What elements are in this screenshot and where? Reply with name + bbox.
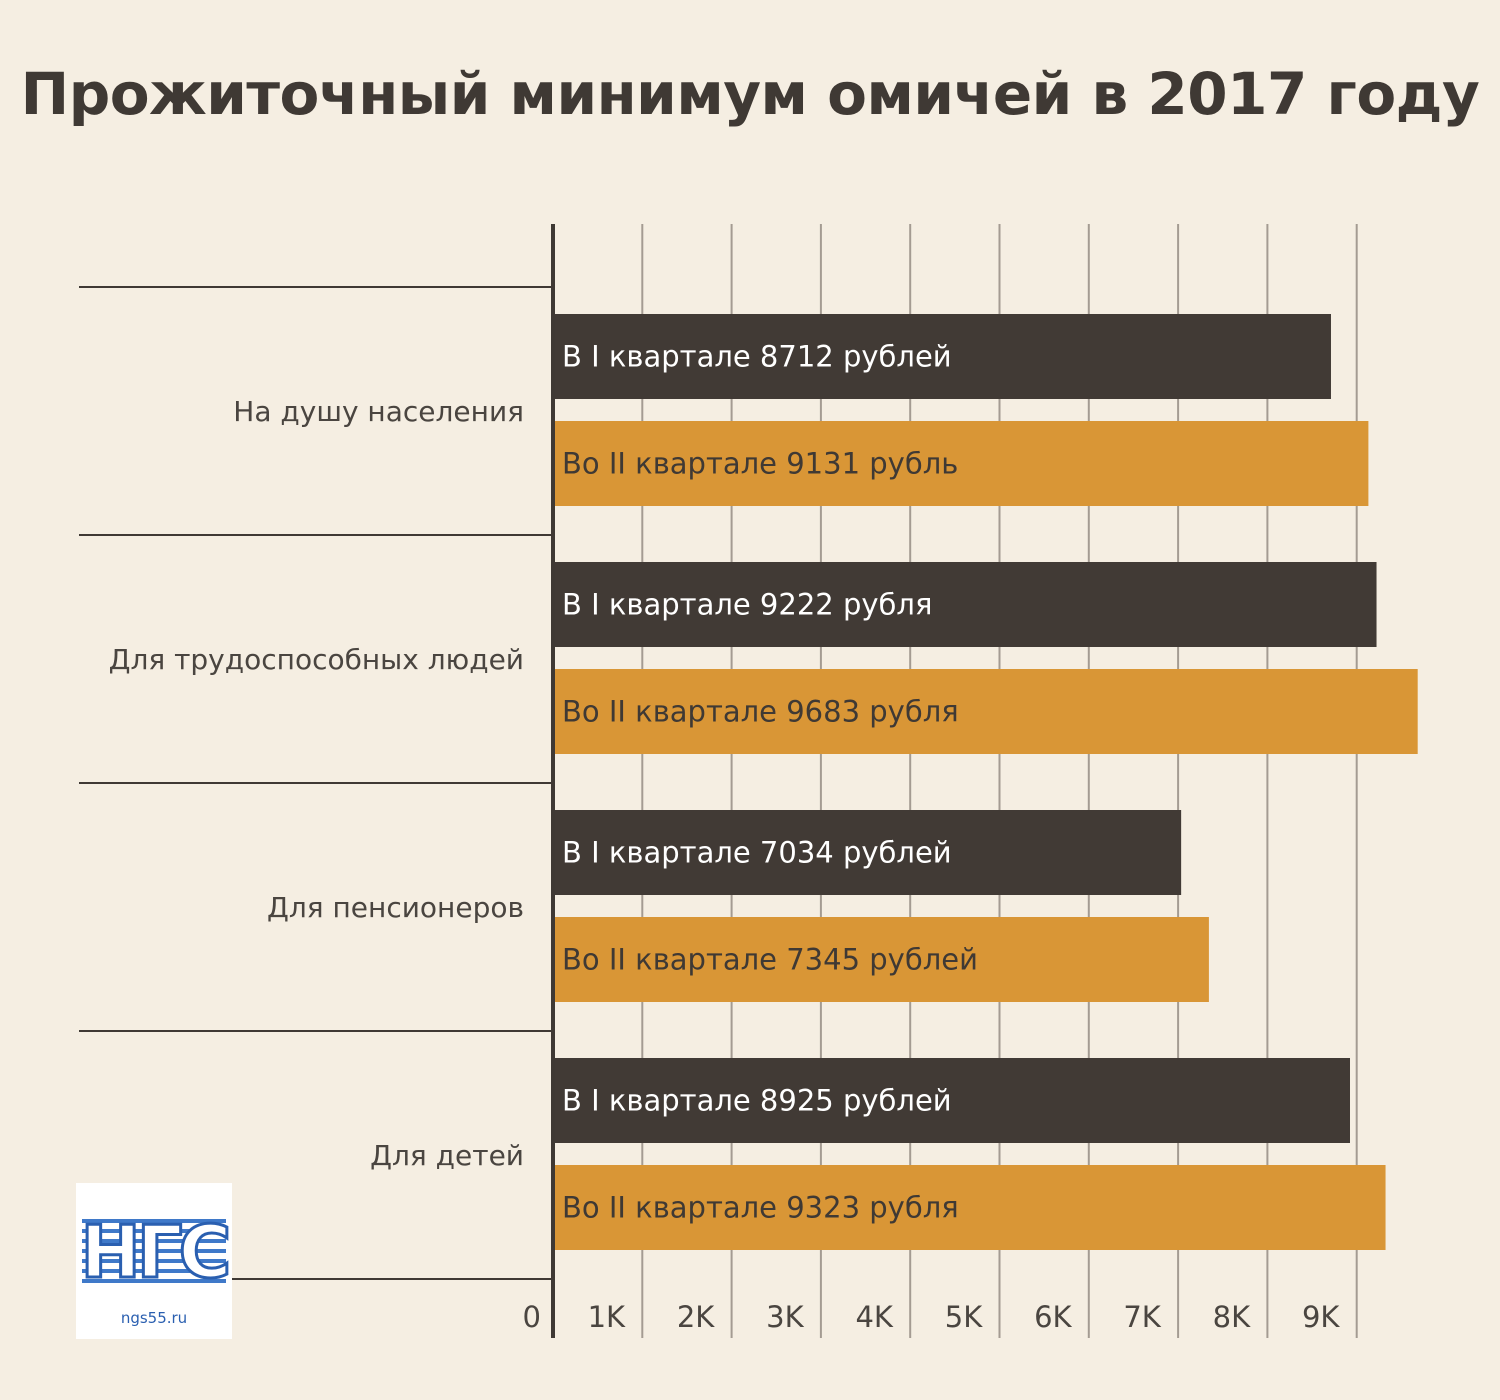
bar-s2-2 bbox=[553, 917, 1209, 1002]
bar-label-s2-0: Во II квартале 9131 рубль bbox=[562, 447, 958, 481]
bar-label-s1-3: В I квартале 8925 рублей bbox=[562, 1084, 952, 1118]
tick-label-5: 5K bbox=[945, 1300, 983, 1334]
bar-s1-3 bbox=[553, 1058, 1351, 1143]
bar-s1-1 bbox=[553, 562, 1377, 647]
tick-label-2: 2K bbox=[677, 1300, 715, 1334]
tick-label-0: 0 bbox=[523, 1300, 541, 1334]
chart-title: Прожиточный минимум омичей в 2017 году bbox=[20, 60, 1480, 128]
bar-label-s2-3: Во II квартале 9323 рубля bbox=[562, 1191, 959, 1225]
bar-label-s1-2: В I квартале 7034 рублей bbox=[562, 836, 952, 870]
tick-label-4: 4K bbox=[855, 1300, 893, 1334]
ngs-logo: НГС ngs55.ru bbox=[76, 1183, 233, 1339]
bar-s2-3 bbox=[553, 1165, 1386, 1250]
tick-label-7: 7K bbox=[1123, 1300, 1161, 1334]
bar-label-s1-0: В I квартале 8712 рублей bbox=[562, 340, 952, 374]
tick-label-9: 9K bbox=[1302, 1300, 1340, 1334]
category-label-2: Для пенсионеров bbox=[267, 891, 524, 924]
bar-label-s2-1: Во II квартале 9683 рубля bbox=[562, 695, 959, 729]
tick-label-6: 6K bbox=[1034, 1300, 1072, 1334]
category-label-0: На душу населения bbox=[233, 395, 524, 428]
bar-label-s2-2: Во II квартале 7345 рублей bbox=[562, 943, 978, 977]
tick-label-8: 8K bbox=[1213, 1300, 1251, 1334]
bar-s2-0 bbox=[553, 421, 1369, 506]
bar-label-s1-1: В I квартале 9222 рубля bbox=[562, 588, 932, 622]
bar-s1-0 bbox=[553, 314, 1331, 399]
tick-label-1: 1K bbox=[588, 1300, 626, 1334]
bar-s1-2 bbox=[553, 810, 1182, 895]
bar-s2-1 bbox=[553, 669, 1418, 754]
logo-text: НГС bbox=[79, 1209, 233, 1296]
category-label-3: Для детей bbox=[370, 1139, 524, 1172]
logo-domain: ngs55.ru bbox=[120, 1309, 188, 1327]
logo-stripes bbox=[82, 1219, 226, 1289]
category-label-1: Для трудоспособных людей bbox=[109, 643, 524, 676]
tick-label-3: 3K bbox=[766, 1300, 804, 1334]
